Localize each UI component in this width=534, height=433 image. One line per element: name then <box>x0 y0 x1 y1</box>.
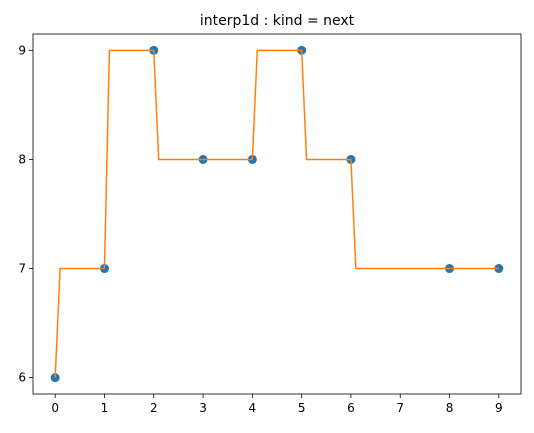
x-tick-label: 3 <box>199 401 207 415</box>
x-tick-label: 0 <box>51 401 59 415</box>
x-tick-label: 6 <box>347 401 355 415</box>
x-tick-label: 8 <box>446 401 454 415</box>
axes-frame <box>32 33 522 395</box>
x-tick-label: 9 <box>495 401 503 415</box>
x-tick-label: 4 <box>249 401 257 415</box>
x-tick-label: 2 <box>150 401 158 415</box>
x-tick-label: 5 <box>298 401 306 415</box>
y-tick-label: 7 <box>18 262 26 276</box>
interpolated-line <box>54 49 499 378</box>
x-tick-label: 1 <box>101 401 109 415</box>
x-tick-label: 7 <box>396 401 404 415</box>
y-tick-label: 6 <box>18 371 26 385</box>
plot-area <box>50 45 504 383</box>
y-tick-label: 9 <box>18 43 26 57</box>
chart-title: interp1d : kind = next <box>200 13 355 29</box>
axes: 0 1 2 3 4 5 6 7 8 9 6 7 8 9 <box>18 43 502 415</box>
y-tick-label: 8 <box>18 152 26 166</box>
